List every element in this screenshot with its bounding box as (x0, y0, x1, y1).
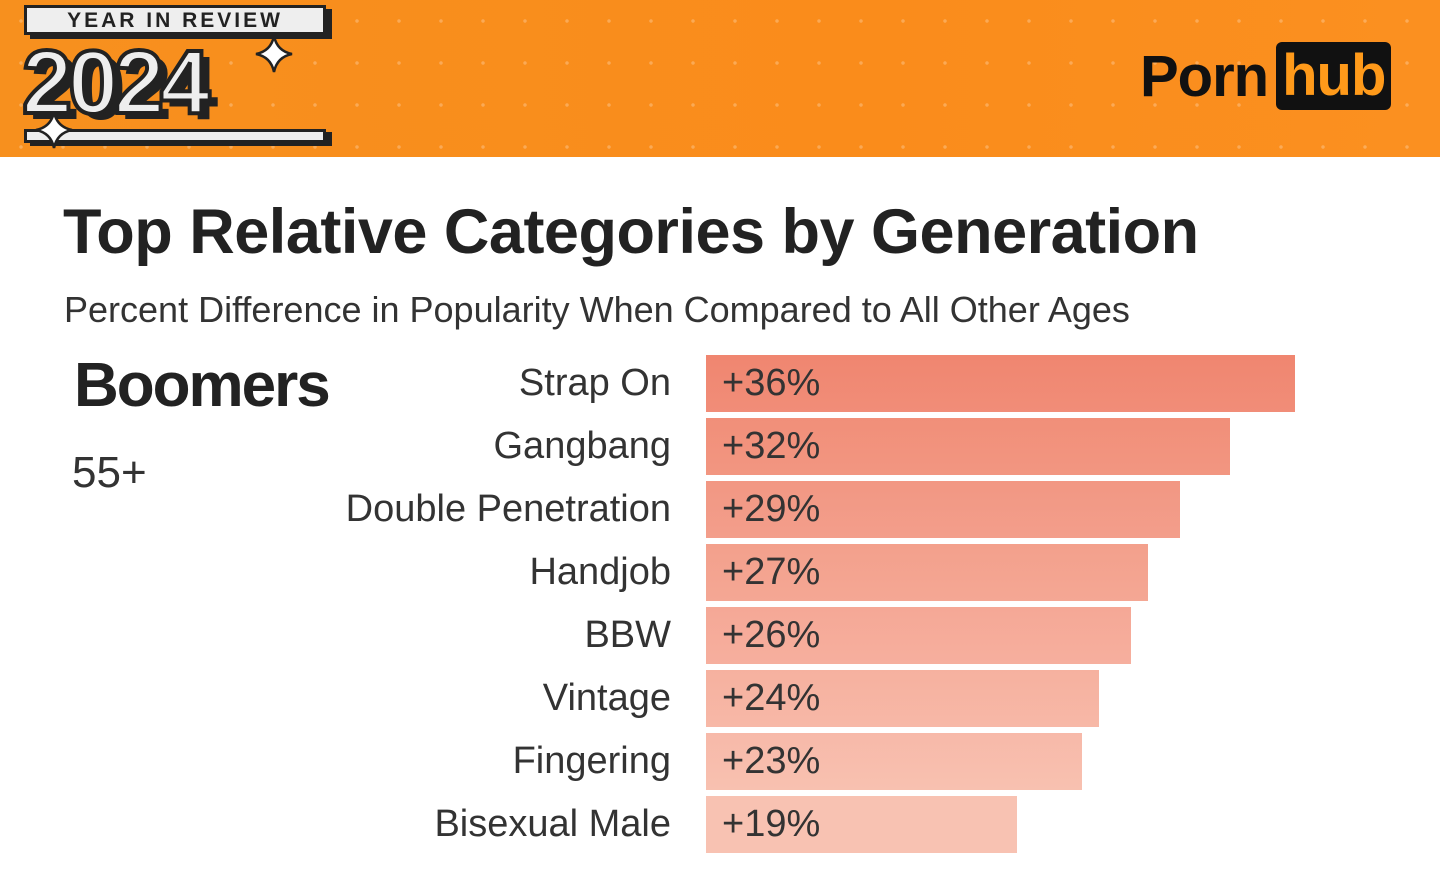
bar (706, 607, 1132, 664)
logo-text: Porn (1140, 43, 1269, 109)
category-label: Fingering (512, 740, 671, 782)
category-label: Strap On (518, 362, 671, 404)
bar-value-label: +23% (722, 740, 821, 782)
header-banner: YEAR IN REVIEW 2024 Porn hub (0, 0, 1440, 157)
bar (706, 418, 1230, 475)
bar-value-label: +29% (722, 488, 821, 530)
bar-value-label: +26% (722, 614, 821, 656)
generation-label: Boomers (74, 351, 331, 420)
category-label: Double Penetration (345, 488, 671, 530)
sparkle-icon (35, 111, 73, 149)
age-range-label: 55+ (72, 448, 147, 497)
bar-value-label: +36% (722, 362, 821, 404)
logo-text-box: hub (1276, 42, 1392, 110)
category-label: Handjob (529, 551, 671, 593)
category-label: BBW (584, 614, 671, 656)
badge-underline (24, 129, 326, 143)
bar-value-label: +27% (722, 551, 821, 593)
category-label: Gangbang (493, 425, 672, 467)
bar-value-label: +32% (722, 425, 821, 467)
bar (706, 481, 1181, 538)
chart-title: Top Relative Categories by Generation (63, 197, 1199, 267)
sparkle-icon (255, 35, 293, 73)
bar-value-label: +19% (722, 803, 821, 845)
category-label: Vintage (542, 677, 671, 719)
bar (706, 544, 1148, 601)
bar (706, 355, 1295, 412)
bar (706, 733, 1083, 790)
chart-subtitle: Percent Difference in Popularity When Co… (64, 289, 1130, 330)
year-badge: 2024 (20, 33, 212, 133)
brand-logo: Porn hub (1140, 42, 1392, 110)
year-in-review-badge: YEAR IN REVIEW (24, 5, 326, 35)
category-label: Bisexual Male (434, 803, 671, 845)
bar-value-label: +24% (722, 677, 821, 719)
bar (706, 670, 1099, 727)
bar (706, 796, 1017, 853)
